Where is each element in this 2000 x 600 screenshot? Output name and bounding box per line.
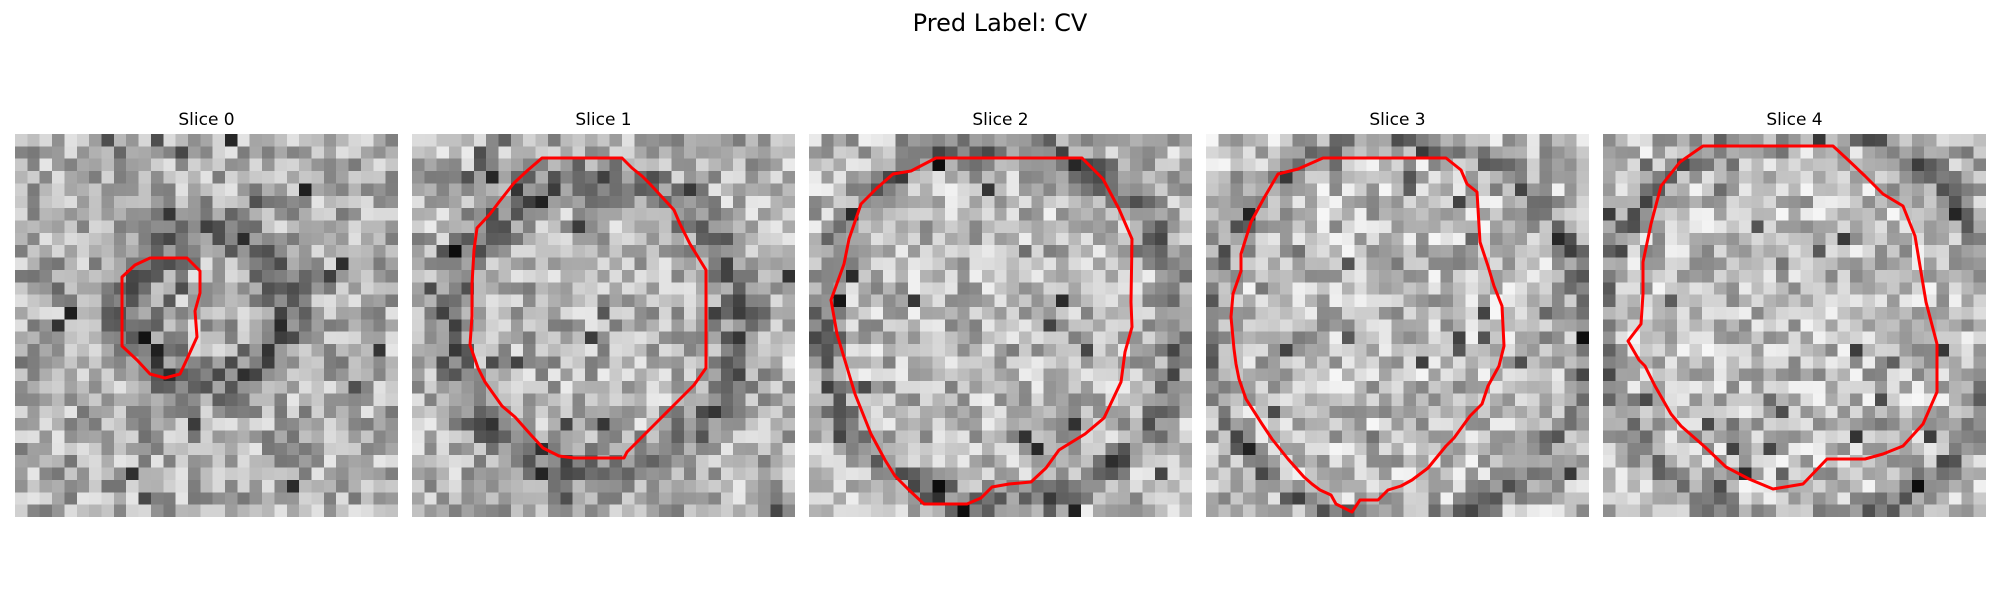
slice-title-3: Slice 3 — [1369, 110, 1426, 130]
grayscale-tile-0 — [15, 134, 398, 517]
contour-overlay-1 — [468, 156, 708, 460]
segmentation-contour-3 — [1229, 156, 1506, 514]
grayscale-tile-3 — [1206, 134, 1589, 517]
slice-image-2 — [809, 134, 1192, 517]
slice-panel-3: Slice 3 — [1206, 108, 1589, 517]
slice-image-3 — [1206, 134, 1589, 517]
contour-overlay-0 — [120, 256, 202, 380]
figure-title: Pred Label: CV — [912, 9, 1088, 37]
slice-panel-4: Slice 4 — [1603, 108, 1986, 517]
contour-overlay-3 — [1229, 156, 1506, 514]
segmentation-contour-1 — [468, 156, 708, 460]
slice-panel-0: Slice 0 — [15, 108, 398, 517]
slice-title-0: Slice 0 — [178, 110, 235, 130]
slice-title-1: Slice 1 — [575, 110, 632, 130]
segmentation-contour-0 — [120, 256, 202, 380]
segmentation-contour-4 — [1626, 144, 1939, 491]
slice-title-4: Slice 4 — [1766, 110, 1823, 130]
slice-panel-1: Slice 1 — [412, 108, 795, 517]
slice-panel-2: Slice 2 — [809, 108, 1192, 517]
segmentation-contour-2 — [829, 156, 1134, 506]
slice-image-0 — [15, 134, 398, 517]
contour-overlay-4 — [1626, 144, 1939, 491]
contour-overlay-2 — [829, 156, 1134, 506]
slice-title-2: Slice 2 — [972, 110, 1029, 130]
grayscale-tile-1 — [412, 134, 795, 517]
grayscale-tile-4 — [1603, 134, 1986, 517]
slice-image-1 — [412, 134, 795, 517]
slice-image-4 — [1603, 134, 1986, 517]
grayscale-tile-2 — [809, 134, 1192, 517]
